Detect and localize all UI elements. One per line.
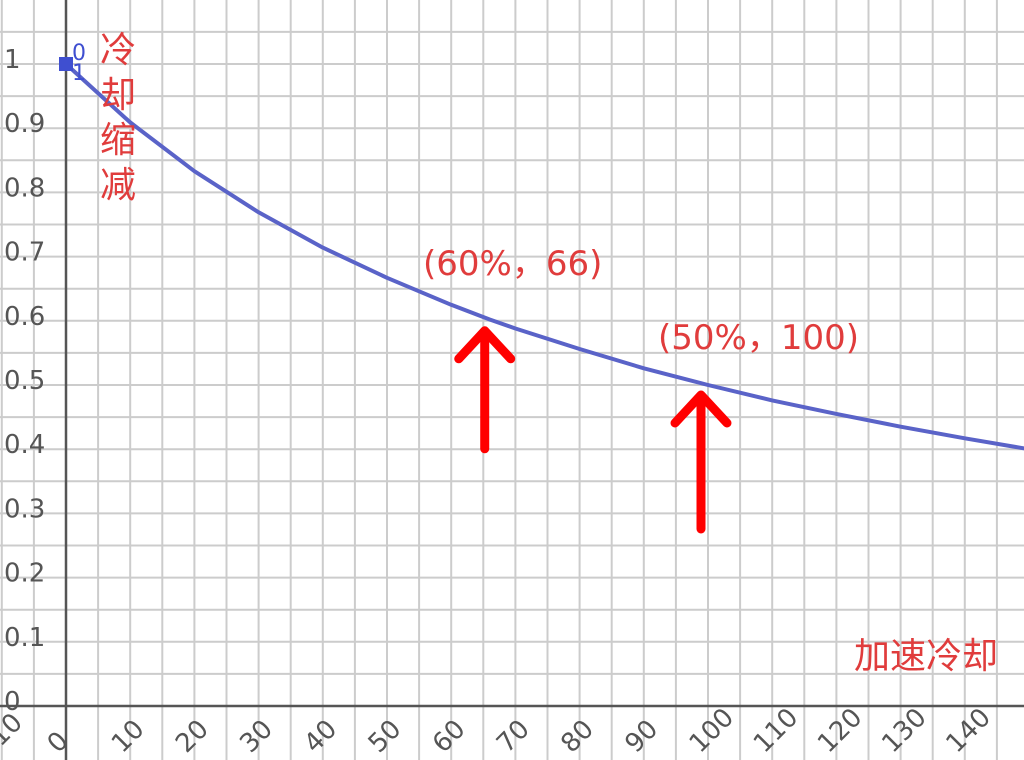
y-tick-label: 0	[4, 687, 21, 717]
series-line	[64, 62, 1024, 451]
y-tick-label: 0.1	[4, 623, 45, 653]
point-marker-label: 0	[72, 41, 86, 66]
x-tick-label: 140	[941, 703, 997, 759]
annotation-label-100: (50%，100)	[658, 318, 859, 358]
arrows	[454, 326, 732, 534]
y-tick-label: 0.2	[4, 559, 45, 589]
x-tick-label: 100	[684, 703, 740, 759]
y-tick-label: 0.5	[4, 366, 45, 396]
x-tick-label: 70	[491, 714, 536, 759]
annotation-arrow-head	[454, 326, 516, 364]
x-tick-label: -10	[0, 708, 29, 759]
y-tick-label: 1	[4, 45, 21, 75]
x-tick-label: 50	[363, 714, 408, 759]
x-axis-label: 加速冷却	[854, 636, 998, 677]
y-tick-label: 0.7	[4, 238, 45, 268]
x-tick-label: 130	[876, 703, 932, 759]
x-tick-label: 0	[42, 726, 75, 759]
y-tick-label: 0.6	[4, 302, 45, 332]
y-tick-label: 0.3	[4, 494, 45, 524]
y-axis-label: 冷却缩减	[99, 30, 136, 206]
annotation-label-66: (60%，66)	[423, 244, 603, 284]
x-tick-label: 80	[555, 714, 600, 759]
x-tick-label: 20	[170, 714, 215, 759]
x-tick-label: 110	[748, 703, 804, 759]
series	[64, 62, 1024, 451]
point-marker-label: 1	[72, 61, 86, 86]
x-tick-label: 120	[812, 703, 868, 759]
y-tick-label: 0.8	[4, 173, 45, 203]
y-tick-label: 0.4	[4, 430, 45, 460]
annotation-arrow-head	[670, 390, 732, 428]
x-tick-label: 40	[299, 714, 344, 759]
y-tick-label: 0.9	[4, 109, 45, 139]
point-marker: 01	[59, 41, 86, 86]
x-tick-label: 10	[106, 714, 151, 759]
x-tick-label: 60	[427, 714, 472, 759]
x-tick-label: 30	[234, 714, 279, 759]
tick-labels: 00.10.20.30.40.50.60.70.80.91-10 0 10 20 30 4…	[0, 45, 997, 759]
x-tick-label: 90	[620, 714, 665, 759]
point-marker-square	[59, 57, 73, 71]
